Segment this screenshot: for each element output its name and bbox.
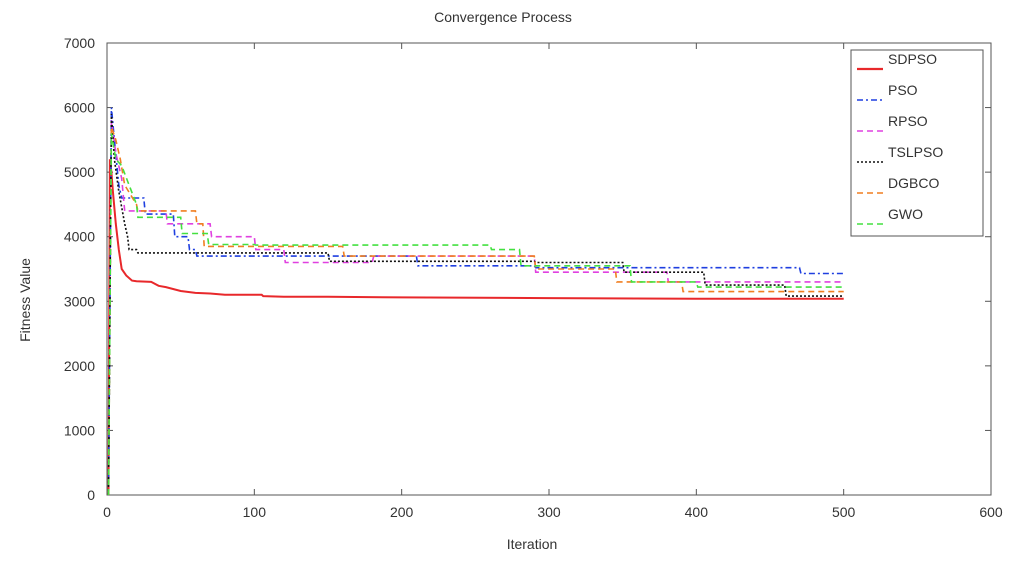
series-lines [107, 107, 844, 496]
x-tick-label: 100 [243, 504, 267, 520]
legend-label-rpso: RPSO [888, 113, 928, 129]
series-line-tslpso [107, 113, 844, 496]
legend: SDPSO PSO RPSO TSLPSO DGBCO GWO [850, 49, 984, 237]
x-tick-label: 500 [832, 504, 856, 520]
y-tick-label: 0 [87, 487, 95, 503]
series-line-gwo [107, 133, 844, 496]
series-line-rpso [107, 120, 844, 496]
legend-label-tslpso: TSLPSO [888, 144, 943, 160]
series-line-sdpso [107, 159, 844, 496]
y-tick-label: 6000 [64, 100, 95, 116]
y-tick-label: 1000 [64, 422, 95, 438]
x-axis-ticks: 0 100 200 300 400 500 600 [103, 43, 1003, 520]
legend-box [850, 49, 984, 237]
y-axis-ticks: 0 1000 2000 3000 4000 5000 6000 7000 [64, 35, 991, 503]
chart-title: Convergence Process [434, 9, 572, 25]
x-tick-label: 300 [537, 504, 561, 520]
x-axis-label: Iteration [507, 536, 558, 552]
series-line-dgbco [107, 126, 844, 496]
x-tick-label: 600 [979, 504, 1003, 520]
y-axis-label: Fitness Value [17, 258, 33, 342]
y-tick-label: 5000 [64, 164, 95, 180]
y-tick-label: 2000 [64, 358, 95, 374]
legend-label-pso: PSO [888, 82, 918, 98]
legend-label-dgbco: DGBCO [888, 175, 939, 191]
y-tick-label: 7000 [64, 35, 95, 51]
legend-label-sdpso: SDPSO [888, 51, 937, 67]
legend-label-gwo: GWO [888, 206, 923, 222]
series-line-pso [107, 107, 844, 496]
y-tick-label: 3000 [64, 293, 95, 309]
x-tick-label: 0 [103, 504, 111, 520]
x-tick-label: 400 [685, 504, 709, 520]
x-tick-label: 200 [390, 504, 414, 520]
y-tick-label: 4000 [64, 229, 95, 245]
